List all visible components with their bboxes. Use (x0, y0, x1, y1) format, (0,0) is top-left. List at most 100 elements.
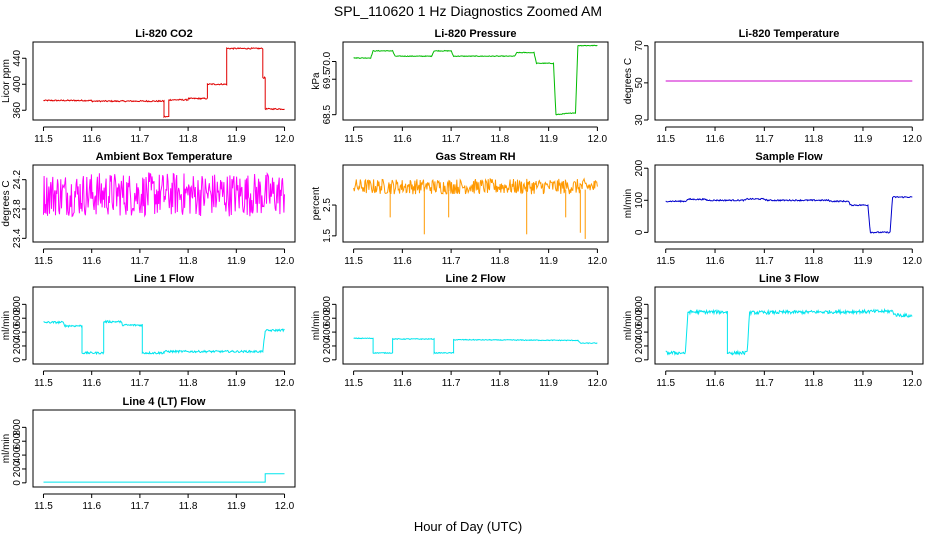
figure-title: SPL_110620 1 Hz Diagnostics Zoomed AM (334, 3, 602, 19)
gas-stream-rh-plot-frame (342, 164, 609, 243)
ambient-box-temperature-series-line (43, 172, 285, 218)
ambient-box-temperature-y-tick-label: 24.2 (12, 169, 23, 189)
li-820-pressure-x-tick-label: 12.0 (588, 134, 608, 145)
line-3-flow-x-tick-label: 11.5 (656, 378, 675, 389)
sample-flow-y-axis-label: ml/min (623, 189, 634, 218)
line-1-flow-x-tick-label: 11.9 (227, 378, 246, 389)
gas-stream-rh-y-tick-label: 2.5 (322, 198, 333, 212)
sample-flow-x-tick-label: 11.7 (755, 256, 774, 267)
ambient-box-temperature-y-tick-label: 23.8 (12, 199, 23, 219)
panel-line-4-lt-flow: Line 4 (LT) Flow 11.5 11.6 11.7 11.8 11.9 12.0… (1, 396, 296, 512)
li-820-temperature-title: Li-820 Temperature (739, 28, 840, 40)
line-2-flow-y-tick-label: 800 (322, 296, 333, 313)
li-820-pressure-x-tick-label: 11.9 (539, 134, 558, 145)
line-1-flow-y-axis-label: ml/min (1, 311, 12, 340)
line-2-flow-series-line (353, 337, 598, 355)
line-4-lt-flow-x-tick-label: 11.6 (82, 501, 101, 512)
li-820-temperature-y-tick-label: 30 (634, 114, 645, 126)
sample-flow-title: Sample Flow (755, 151, 823, 163)
sample-flow-x-tick-label: 11.5 (656, 256, 675, 267)
gas-stream-rh-x-tick-label: 12.0 (588, 256, 608, 267)
line-4-lt-flow-x-tick-label: 11.8 (179, 501, 198, 512)
sample-flow-x-tick-label: 11.9 (854, 256, 873, 267)
panel-li-820-temperature: Li-820 Temperature 11.5 11.6 11.7 11.8 11.9 12… (623, 28, 924, 145)
li-820-temperature-x-tick-label: 11.9 (854, 134, 873, 145)
line-3-flow-series-line (665, 307, 913, 356)
ambient-box-temperature-x-tick-label: 12.0 (275, 256, 295, 267)
panel-grid: Li-820 CO2 11.5 11.6 11.7 11.8 11.9 12.0 360 400… (1, 28, 924, 512)
ambient-box-temperature-x-tick-label: 11.6 (82, 256, 101, 267)
line-4-lt-flow-y-tick-label: 800 (12, 419, 23, 436)
li-820-temperature-y-tick-label: 70 (634, 40, 645, 52)
li-820-co2-x-tick-label: 11.6 (82, 134, 101, 145)
line-1-flow-x-tick-label: 11.8 (179, 378, 198, 389)
li-820-pressure-x-tick-label: 11.7 (442, 134, 461, 145)
li-820-co2-x-tick-label: 12.0 (275, 134, 295, 145)
li-820-pressure-plot-frame (342, 41, 609, 121)
ambient-box-temperature-x-tick-label: 11.7 (131, 256, 150, 267)
gas-stream-rh-x-tick-label: 11.5 (344, 256, 363, 267)
sample-flow-y-tick-label: 200 (634, 159, 645, 176)
panel-line-3-flow: Line 3 Flow 11.5 11.6 11.7 11.8 11.9 12.0 0 2004… (623, 273, 924, 389)
line-3-flow-y-tick-label: 200 (634, 337, 645, 354)
panel-li-820-co2: Li-820 CO2 11.5 11.6 11.7 11.8 11.9 12.0 360 400… (1, 28, 296, 145)
panel-li-820-pressure: Li-820 Pressure 11.5 11.6 11.7 11.8 11.9 12.0 6… (311, 28, 609, 145)
line-2-flow-x-tick-label: 11.9 (539, 378, 558, 389)
li-820-co2-x-tick-label: 11.7 (131, 134, 150, 145)
li-820-pressure-y-tick-label: 70.0 (322, 51, 333, 71)
line-1-flow-y-tick-label: 600 (12, 309, 23, 326)
ambient-box-temperature-x-tick-label: 11.8 (179, 256, 198, 267)
li-820-co2-title: Li-820 CO2 (135, 28, 192, 40)
gas-stream-rh-title: Gas Stream RH (435, 151, 515, 163)
sample-flow-x-tick-label: 12.0 (903, 256, 923, 267)
ambient-box-temperature-y-axis-label: degrees C (1, 180, 12, 226)
gas-stream-rh-x-tick-label: 11.6 (393, 256, 412, 267)
line-4-lt-flow-y-tick-label: 400 (12, 446, 23, 463)
gas-stream-rh-x-tick-label: 11.9 (539, 256, 558, 267)
gas-stream-rh-x-tick-label: 11.8 (491, 256, 510, 267)
li-820-pressure-series-line (353, 44, 598, 116)
line-1-flow-plot-frame (32, 286, 296, 365)
line-3-flow-title: Line 3 Flow (759, 273, 819, 285)
line-3-flow-x-tick-label: 11.8 (804, 378, 823, 389)
li-820-co2-x-tick-label: 11.5 (34, 134, 53, 145)
line-2-flow-x-tick-label: 11.8 (491, 378, 510, 389)
li-820-temperature-y-axis-label: degrees C (623, 58, 634, 104)
line-1-flow-y-tick-label: 400 (12, 323, 23, 340)
li-820-pressure-x-tick-label: 11.5 (344, 134, 363, 145)
sample-flow-plot-frame (654, 164, 924, 243)
ambient-box-temperature-plot-frame (32, 164, 296, 243)
line-1-flow-title: Line 1 Flow (134, 273, 194, 285)
line-1-flow-y-tick-label: 800 (12, 296, 23, 313)
line-4-lt-flow-x-tick-label: 11.5 (34, 501, 53, 512)
line-3-flow-x-tick-label: 11.7 (755, 378, 774, 389)
line-1-flow-x-tick-label: 11.6 (82, 378, 101, 389)
sample-flow-y-tick-label: 0 (634, 229, 645, 235)
line-3-flow-y-tick-label: 0 (634, 357, 645, 363)
line-2-flow-y-tick-label: 400 (322, 323, 333, 340)
line-1-flow-series-line (43, 319, 285, 356)
line-2-flow-x-tick-label: 11.5 (344, 378, 363, 389)
panel-sample-flow: Sample Flow 11.5 11.6 11.7 11.8 11.9 12.0 0 100 2… (623, 151, 924, 267)
line-2-flow-x-tick-label: 11.6 (393, 378, 412, 389)
li-820-pressure-x-tick-label: 11.6 (393, 134, 412, 145)
line-4-lt-flow-y-tick-label: 200 (12, 460, 23, 477)
line-3-flow-y-tick-label: 400 (634, 323, 645, 340)
line-2-flow-plot-frame (342, 286, 609, 365)
panel-ambient-box-temperature: Ambient Box Temperature 11.5 11.6 11.7 11.8 1… (1, 151, 296, 267)
li-820-co2-plot-frame (32, 41, 296, 121)
gas-stream-rh-series-line (353, 177, 598, 195)
line-3-flow-y-tick-label: 800 (634, 296, 645, 313)
li-820-pressure-y-tick-label: 69.5 (322, 69, 333, 89)
line-4-lt-flow-x-tick-label: 12.0 (275, 501, 295, 512)
line-4-lt-flow-x-tick-label: 11.7 (131, 501, 150, 512)
line-4-lt-flow-y-tick-label: 0 (12, 480, 23, 486)
ambient-box-temperature-x-tick-label: 11.5 (34, 256, 53, 267)
li-820-temperature-x-tick-label: 11.7 (755, 134, 774, 145)
line-2-flow-y-tick-label: 200 (322, 337, 333, 354)
li-820-pressure-x-tick-label: 11.8 (491, 134, 510, 145)
line-3-flow-x-tick-label: 11.9 (854, 378, 873, 389)
line-4-lt-flow-plot-frame (32, 409, 296, 488)
li-820-pressure-y-tick-label: 68.5 (322, 105, 333, 125)
